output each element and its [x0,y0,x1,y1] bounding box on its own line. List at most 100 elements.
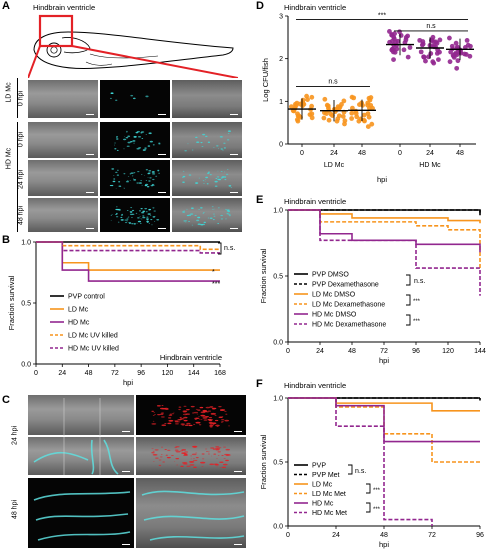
group-bracket [17,78,18,118]
data-point [453,40,459,46]
x-tick-label: 0 [300,150,304,157]
data-point [403,34,409,40]
y-axis-label: Fraction survival [259,248,268,303]
y-tick-label: 0.0 [273,340,283,347]
significance-label: *** [373,488,381,494]
data-point [322,96,328,102]
brightfield-image [28,160,98,196]
data-point [390,46,396,52]
row-label: 48 hpi [11,499,19,520]
data-point [405,54,411,60]
data-point [353,108,359,114]
x-tick-label: 96 [476,532,484,539]
y-axis-label: Log CFU/fish [261,58,270,102]
data-point [387,29,392,34]
significance-label: n.s [328,78,338,85]
x-tick-label: 24 [426,150,434,157]
x-tick-label: 0 [398,150,402,157]
x-tick-label: 120 [162,370,174,377]
row-group-hd-mc: HD Mc [5,147,13,170]
panel-e-label: E [256,194,264,206]
legend-label: HD Mc Dexamethasone [312,322,386,329]
data-point [423,58,428,64]
chart-title: Hindbrain ventricle [284,381,346,390]
data-point [349,110,355,116]
significance-label: *** [413,299,421,305]
x-tick-label: 0 [286,532,290,539]
merged-image [136,478,246,548]
series-line [288,209,481,296]
data-point [350,105,355,111]
x-tick-label: 96 [137,370,145,377]
data-point [454,52,460,58]
fluorescence-image [100,160,170,196]
panel-b-label: B [2,234,10,246]
data-point [389,32,395,38]
y-tick-label: 0.5 [21,301,31,308]
significance-label: n.s. [355,468,366,475]
data-point [321,115,327,121]
zebrafish-larva-diagram [28,14,238,78]
x-tick-label: 24 [330,150,338,157]
legend-label: PVP control [68,294,105,301]
row-label: 48 hpi [17,205,25,226]
x-tick-label: 48 [348,348,356,355]
significance-bracket [366,502,371,513]
fluorescence-image [100,80,170,118]
data-point [394,46,400,52]
panel-c-label: C [2,394,10,406]
data-point [326,105,331,111]
y-tick-label: 1 [279,99,283,106]
x-tick-label: 0 [286,348,290,355]
data-point [447,35,452,41]
x-tick-label: 24 [316,348,324,355]
x-tick-label: 24 [58,370,66,377]
x-axis-label: hpi [379,540,389,549]
significance-bracket [366,483,371,494]
significance-label: n.s [426,23,436,30]
cfu-scatter-chart-d: 0 1 2 3 Log CFU/fish Hindbrain ventricle 0 24 48… [261,3,476,184]
x-tick-label: 96 [412,348,420,355]
data-point [402,40,408,45]
row-label: 24 hpi [11,425,19,446]
group-bracket [17,122,18,232]
data-point [361,112,367,118]
legend-label: HD Mc UV killed [68,346,119,353]
series-line [36,241,220,282]
data-point [454,65,460,71]
legend-label: HD Mc [68,320,90,327]
data-point [468,43,473,49]
data-point [454,44,460,50]
x-tick-label: 48 [358,150,366,157]
fluorescence-image [28,478,134,548]
x-tick-label: 144 [474,348,486,355]
data-point [467,53,473,59]
legend-label: LD Mc [312,482,333,489]
panel-d-label: D [256,0,264,12]
data-point [458,50,464,56]
x-tick-label: 48 [85,370,93,377]
data-point [437,49,442,55]
data-point [296,113,302,119]
y-tick-label: 0.0 [21,362,31,369]
y-axis-label: Fraction survival [7,275,16,330]
row-label: 24 hpi [17,169,25,190]
data-point [309,111,315,117]
data-point [366,114,372,120]
x-axis-label: hpi [379,356,389,365]
y-tick-label: 1.0 [21,240,31,247]
row-label: 0 hpi [17,131,25,148]
significance-bracket [218,242,222,255]
x-tick-label: 48 [456,150,464,157]
data-point [365,124,371,130]
data-point [324,111,329,116]
row-group-ld-mc: LD Mc [5,82,13,103]
data-point [341,98,347,104]
fluorescence-image [100,198,170,232]
data-point [349,116,355,121]
y-tick-label: 1.0 [273,208,283,215]
data-point [366,95,372,101]
panel-f-label: F [256,378,263,390]
significance-label: n.s. [224,245,235,252]
data-point [436,57,441,62]
